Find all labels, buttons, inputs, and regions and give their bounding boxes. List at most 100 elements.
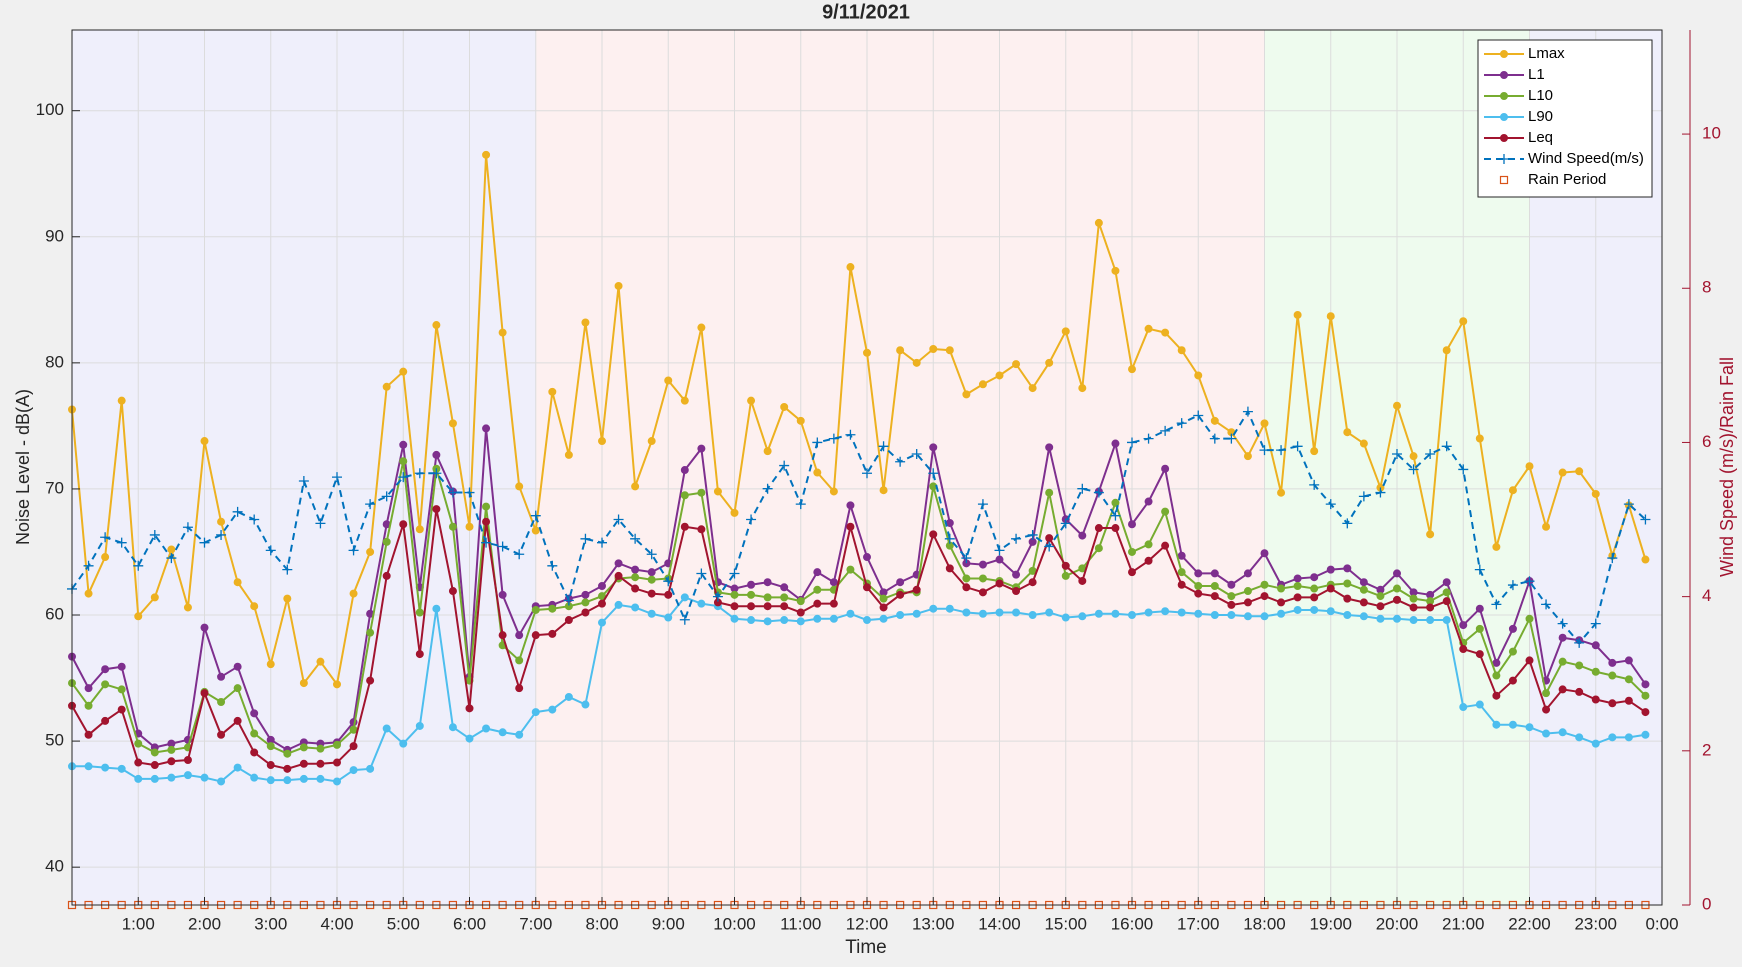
- point: [1243, 612, 1252, 621]
- point: [829, 487, 838, 496]
- point: [1310, 447, 1319, 456]
- point: [432, 505, 441, 514]
- point: [1326, 312, 1335, 321]
- point: [116, 537, 127, 548]
- point: [1243, 598, 1252, 607]
- point: [1641, 680, 1650, 689]
- point: [580, 533, 591, 544]
- point: [647, 589, 656, 598]
- point: [1210, 611, 1219, 620]
- point: [763, 578, 772, 587]
- point: [465, 704, 474, 713]
- point: [167, 745, 176, 754]
- point: [415, 525, 424, 534]
- point: [863, 583, 871, 592]
- point: [1260, 612, 1269, 621]
- point: [497, 541, 508, 552]
- point: [1408, 464, 1419, 475]
- point: [1027, 529, 1038, 540]
- point: [1293, 593, 1302, 602]
- point: [431, 468, 442, 479]
- point: [812, 437, 823, 448]
- point: [530, 510, 541, 521]
- x-tick-label: 20:00: [1376, 914, 1419, 933]
- point: [250, 773, 259, 782]
- point: [1243, 587, 1252, 596]
- point: [1624, 675, 1633, 684]
- x-tick-label: 6:00: [453, 914, 486, 933]
- point: [1260, 549, 1269, 558]
- point: [1607, 553, 1618, 564]
- legend-marker: [1500, 50, 1508, 58]
- point: [780, 402, 789, 411]
- point: [995, 555, 1004, 564]
- point: [1343, 564, 1352, 573]
- point: [1492, 671, 1501, 680]
- point: [1210, 582, 1219, 591]
- point: [1459, 621, 1468, 630]
- x-tick-label: 4:00: [320, 914, 353, 933]
- point: [283, 594, 292, 603]
- point: [1575, 687, 1584, 696]
- point: [333, 758, 341, 767]
- x-tick-label: 8:00: [585, 914, 618, 933]
- point: [1376, 602, 1385, 611]
- point: [1558, 633, 1567, 642]
- legend: Lmax L1 L10 L90 Leq Wind Speed(m/s) Rain Perio…: [1477, 39, 1653, 198]
- point: [1227, 611, 1236, 620]
- point: [1342, 518, 1353, 529]
- point: [117, 685, 126, 694]
- point: [763, 602, 772, 611]
- point: [564, 450, 573, 459]
- point: [200, 773, 209, 782]
- point: [1243, 452, 1252, 461]
- point: [646, 549, 657, 560]
- point: [531, 631, 540, 640]
- point: [515, 656, 524, 665]
- point: [1359, 598, 1368, 607]
- point: [631, 482, 640, 491]
- point: [1310, 584, 1319, 593]
- point: [978, 560, 987, 569]
- point: [448, 723, 457, 732]
- point: [1492, 691, 1501, 700]
- y2-tick-label: 4: [1702, 586, 1711, 605]
- point: [1591, 641, 1600, 650]
- point: [1210, 569, 1219, 578]
- point: [233, 684, 242, 693]
- point: [134, 758, 143, 767]
- point: [398, 472, 409, 483]
- point: [250, 602, 259, 611]
- point: [1558, 657, 1567, 666]
- point: [316, 759, 325, 768]
- point: [598, 437, 606, 446]
- point: [1459, 645, 1468, 654]
- point: [1393, 569, 1401, 578]
- point: [531, 605, 540, 614]
- point: [1227, 600, 1236, 609]
- point: [747, 396, 756, 405]
- point: [1011, 533, 1022, 544]
- point: [1608, 699, 1617, 708]
- point: [414, 468, 425, 479]
- point: [1558, 468, 1567, 477]
- point: [730, 508, 739, 517]
- y2-tick-label: 8: [1702, 278, 1711, 297]
- point: [1310, 573, 1319, 582]
- point: [879, 594, 888, 603]
- point: [1177, 608, 1186, 617]
- point: [1623, 499, 1634, 510]
- point: [1111, 498, 1120, 507]
- x-tick-label: 9:00: [652, 914, 685, 933]
- point: [1508, 486, 1517, 495]
- point: [366, 764, 375, 773]
- legend-marker: [1500, 113, 1508, 121]
- y2-tick-label: 0: [1702, 894, 1711, 913]
- point: [1060, 518, 1071, 529]
- point: [299, 679, 308, 688]
- point: [1277, 609, 1286, 618]
- point: [1012, 608, 1021, 617]
- point: [150, 761, 159, 770]
- point: [134, 774, 143, 783]
